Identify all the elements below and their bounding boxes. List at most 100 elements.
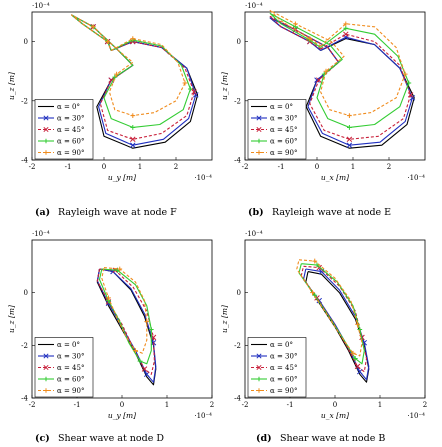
x-tick-label: 1 bbox=[351, 163, 355, 171]
legend-marker bbox=[43, 388, 49, 393]
caption-letter-c: (c) bbox=[35, 433, 50, 444]
series-line-4 bbox=[296, 259, 363, 357]
series-marker bbox=[130, 136, 136, 143]
x-exponent-label: ·10⁻⁴ bbox=[407, 412, 425, 420]
x-tick-label: 2 bbox=[423, 401, 427, 409]
legend-label-2: α = 45° bbox=[270, 364, 297, 372]
x-axis-label: u_x [m] bbox=[321, 173, 349, 182]
x-tick-label: 1 bbox=[138, 163, 142, 171]
legend-marker bbox=[256, 115, 262, 121]
series-line-3 bbox=[269, 12, 410, 128]
y-exponent-label: ·10⁻⁴ bbox=[32, 2, 50, 10]
legend-marker bbox=[43, 126, 49, 133]
y-tick-label: -4 bbox=[21, 395, 28, 403]
series-line-1 bbox=[269, 17, 413, 146]
series-line-4 bbox=[269, 9, 406, 117]
y-tick-label: 0 bbox=[24, 38, 28, 46]
caption-text-b: Rayleigh wave at node E bbox=[272, 207, 391, 218]
legend-label-3: α = 60° bbox=[270, 138, 297, 146]
x-tick-label: -1 bbox=[65, 163, 72, 171]
y-tick-label: -4 bbox=[234, 395, 241, 403]
series-marker bbox=[343, 21, 349, 27]
caption-text-c: Shear wave at node D bbox=[58, 433, 164, 444]
y-exponent-label: ·10⁻⁴ bbox=[245, 230, 263, 238]
series-marker bbox=[133, 348, 138, 353]
series-marker bbox=[141, 366, 148, 372]
caption-letter-b: (b) bbox=[248, 207, 264, 218]
legend-label-0: α = 0° bbox=[57, 341, 80, 349]
plot-frame bbox=[31, 11, 213, 161]
legend-marker bbox=[256, 126, 262, 133]
series-marker bbox=[354, 363, 361, 370]
legend-marker bbox=[256, 138, 262, 144]
series-line-2 bbox=[269, 15, 412, 140]
series-marker bbox=[357, 327, 363, 332]
series-marker bbox=[343, 25, 349, 31]
legend-marker bbox=[256, 388, 262, 393]
legend-label-2: α = 45° bbox=[270, 126, 297, 134]
chart-panel-c: -2 -1 0 1 2-4-20u_y [m]u_z [m]·10⁻⁴·10⁻⁴α = … bbox=[7, 230, 214, 420]
series-marker bbox=[106, 295, 111, 301]
x-tick-label: -1 bbox=[74, 401, 81, 409]
series-line-4 bbox=[101, 267, 148, 354]
x-tick-label: 1 bbox=[165, 401, 169, 409]
legend-marker bbox=[43, 353, 49, 359]
legend-label-0: α = 0° bbox=[270, 341, 293, 349]
series-marker bbox=[90, 24, 96, 30]
series-marker bbox=[143, 371, 150, 378]
y-exponent-label: ·10⁻⁴ bbox=[32, 230, 50, 238]
series-marker bbox=[293, 21, 298, 27]
series-marker bbox=[310, 290, 315, 296]
series-marker bbox=[130, 142, 136, 148]
series-marker bbox=[346, 142, 353, 148]
series-marker bbox=[323, 68, 329, 74]
series-marker bbox=[350, 350, 356, 356]
legend-label-2: α = 45° bbox=[57, 364, 84, 372]
caption-c: (c) Shear wave at node D bbox=[35, 433, 164, 444]
legend-label-4: α = 90° bbox=[57, 387, 84, 395]
legend-label-1: α = 30° bbox=[270, 115, 297, 123]
y-tick-label: 0 bbox=[237, 38, 241, 46]
series-marker bbox=[182, 80, 188, 86]
y-tick-label: 0 bbox=[237, 289, 241, 297]
x-axis-label: u_y [m] bbox=[108, 173, 136, 182]
caption-letter-a: (a) bbox=[35, 207, 50, 218]
x-tick-label: 2 bbox=[210, 401, 214, 409]
series-marker bbox=[402, 71, 408, 77]
x-tick-label: 0 bbox=[102, 163, 106, 171]
x-tick-label: 0 bbox=[315, 163, 319, 171]
x-tick-label: -1 bbox=[278, 163, 285, 171]
y-exponent-label: ·10⁻⁴ bbox=[245, 2, 263, 10]
series-marker bbox=[130, 113, 136, 118]
series-marker bbox=[346, 136, 353, 143]
series-marker bbox=[148, 327, 154, 332]
y-axis-label: u_z [m] bbox=[7, 72, 16, 100]
series-marker bbox=[355, 321, 360, 327]
x-tick-label: 0 bbox=[333, 401, 337, 409]
series-marker bbox=[347, 113, 352, 118]
y-tick-label: -2 bbox=[234, 97, 241, 105]
x-tick-label: 0 bbox=[120, 401, 124, 409]
series-line-0 bbox=[305, 271, 370, 383]
y-tick-label: -4 bbox=[21, 157, 28, 165]
caption-text-a: Rayleigh wave at node F bbox=[58, 207, 177, 218]
legend-label-4: α = 90° bbox=[270, 387, 297, 395]
legend-marker bbox=[256, 353, 262, 359]
y-tick-label: -2 bbox=[21, 342, 28, 350]
series-marker bbox=[144, 319, 150, 325]
chart-panel-d: -2 -1 0 1 2-4-20u_x [m]u_z [m]·10⁻⁴·10⁻⁴α = … bbox=[220, 230, 427, 420]
legend-label-1: α = 30° bbox=[270, 353, 297, 361]
legend-label-0: α = 0° bbox=[57, 103, 80, 111]
series-marker bbox=[307, 36, 313, 42]
legend-marker bbox=[256, 150, 262, 155]
legend-label-3: α = 60° bbox=[57, 376, 84, 384]
caption-d: (d) Shear wave at node B bbox=[256, 433, 385, 444]
x-tick-label: -1 bbox=[287, 401, 294, 409]
caption-a: (a) Rayleigh wave at node F bbox=[35, 207, 177, 218]
y-axis-label: u_z [m] bbox=[7, 305, 16, 333]
series-marker bbox=[137, 358, 143, 364]
chart-panel-b: -2 -1 0 1 2-4-20u_x [m]u_z [m]·10⁻⁴·10⁻⁴α = … bbox=[220, 2, 426, 182]
legend-label-0: α = 0° bbox=[270, 103, 293, 111]
series-marker bbox=[150, 334, 157, 341]
x-axis-label: u_y [m] bbox=[108, 411, 136, 420]
